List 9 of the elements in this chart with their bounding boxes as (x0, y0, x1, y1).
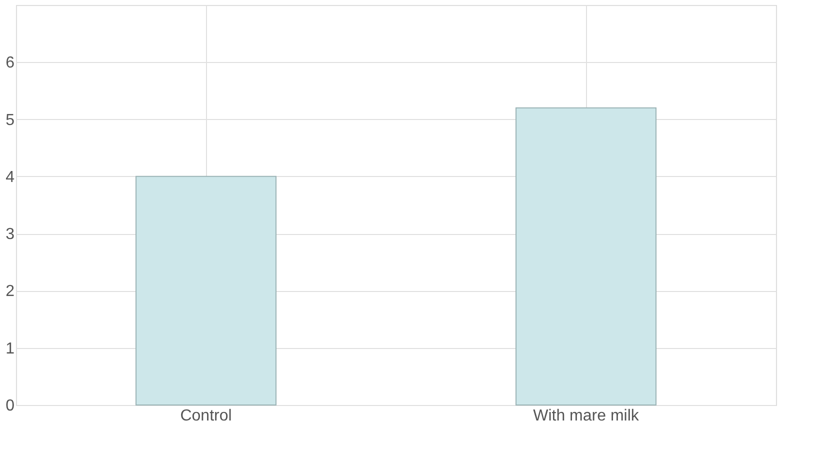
y-tick-label: 1 (6, 340, 15, 358)
x-tick-label: With mare milk (533, 408, 640, 424)
y-tick-label: 6 (6, 54, 15, 72)
y-tick-label: 0 (6, 398, 15, 414)
y-tick-label: 2 (6, 283, 15, 300)
y-tick-label: 5 (6, 112, 15, 129)
x-tick-label: Control (180, 408, 232, 424)
y-tick-label: 3 (6, 226, 15, 244)
y-tick-label: 4 (6, 168, 15, 186)
